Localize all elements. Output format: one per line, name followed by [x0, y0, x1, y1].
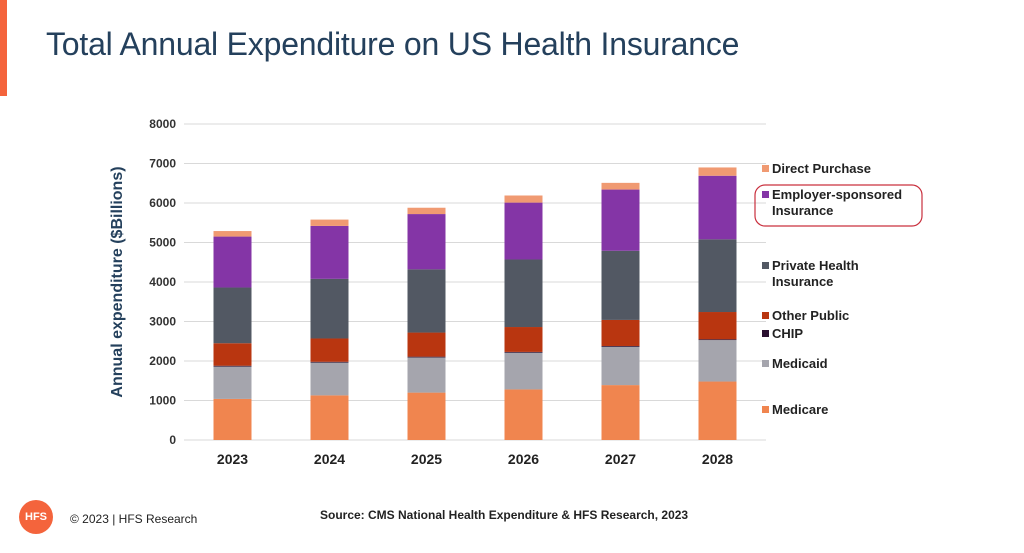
legend-swatch: [762, 360, 769, 367]
y-tick-label: 8000: [149, 117, 176, 131]
y-tick-label: 1000: [149, 394, 176, 408]
legend-label: Direct Purchase: [772, 161, 871, 176]
bar-segment-chip-2028: [698, 339, 737, 341]
bar-segment-private-health-insurance-2028: [698, 239, 737, 313]
bar-segment-private-health-insurance-2027: [601, 250, 640, 320]
legend-label: Medicaid: [772, 356, 828, 371]
y-tick-label: 0: [169, 433, 176, 447]
y-tick-label: 2000: [149, 354, 176, 368]
bar-segment-medicare-2024: [310, 395, 349, 440]
y-tick-label: 4000: [149, 275, 176, 289]
bar-segment-medicare-2023: [213, 398, 252, 440]
legend-label: Private Health: [772, 258, 859, 273]
legend-label: Insurance: [772, 274, 833, 289]
bar-segment-chip-2024: [310, 361, 349, 363]
legend-label: CHIP: [772, 326, 803, 341]
bar-segment-employer-sponsored-insurance-2023: [213, 236, 252, 288]
bar-segment-direct-purchase-2026: [504, 195, 543, 203]
bar-segment-employer-sponsored-insurance-2028: [698, 175, 737, 240]
bar-segment-employer-sponsored-insurance-2027: [601, 189, 640, 251]
bar-segment-medicaid-2027: [601, 346, 640, 386]
x-tick-label: 2027: [605, 451, 636, 467]
y-tick-label: 7000: [149, 157, 176, 171]
x-tick-label: 2028: [702, 451, 733, 467]
bar-segment-employer-sponsored-insurance-2026: [504, 202, 543, 260]
stacked-bar-chart: 0 1000 2000 3000 4000 5000 6000 7000 8000 Annual …: [109, 117, 923, 467]
bar-segment-medicare-2025: [407, 392, 446, 440]
y-axis-title: Annual expenditure ($Billions): [109, 166, 126, 397]
bar-segment-medicaid-2023: [213, 366, 252, 399]
bar-segment-direct-purchase-2027: [601, 182, 640, 190]
bar-segment-direct-purchase-2024: [310, 219, 349, 226]
bar-segment-private-health-insurance-2024: [310, 278, 349, 339]
y-tick-label: 6000: [149, 196, 176, 210]
bar-segment-medicare-2027: [601, 385, 640, 440]
bar-segment-medicaid-2026: [504, 352, 543, 390]
legend-label: Other Public: [772, 308, 849, 323]
legend-label: Employer-sponsored: [772, 187, 902, 202]
bar-segment-other-public-2027: [601, 319, 640, 346]
bar-segment-chip-2023: [213, 365, 252, 367]
bar-segment-other-public-2024: [310, 338, 349, 362]
bar-segment-direct-purchase-2023: [213, 231, 252, 237]
legend-swatch: [762, 312, 769, 319]
bar-segment-medicaid-2025: [407, 357, 446, 393]
legend-swatch: [762, 191, 769, 198]
hfs-logo: HFS: [19, 500, 53, 534]
bar-segment-other-public-2025: [407, 332, 446, 357]
legend-swatch: [762, 406, 769, 413]
bar-segment-chip-2027: [601, 345, 640, 347]
bar-segment-private-health-insurance-2025: [407, 269, 446, 333]
bar-segment-chip-2025: [407, 356, 446, 358]
legend-label: Insurance: [772, 203, 833, 218]
bar-segment-chip-2026: [504, 351, 543, 353]
legend-highlight-outline: [754, 184, 923, 227]
x-tick-label: 2025: [411, 451, 442, 467]
bar-segment-other-public-2023: [213, 343, 252, 366]
slide-title: Total Annual Expenditure on US Health In…: [46, 26, 740, 62]
bar-segment-private-health-insurance-2026: [504, 259, 543, 328]
bar-segment-direct-purchase-2028: [698, 167, 737, 176]
legend-swatch: [762, 165, 769, 172]
copyright-text: © 2023 | HFS Research: [70, 512, 198, 526]
legend-swatch: [762, 330, 769, 337]
bar-segment-medicare-2028: [698, 381, 737, 440]
bar-segment-medicaid-2024: [310, 362, 349, 396]
y-tick-label: 3000: [149, 315, 176, 329]
legend-label: Medicare: [772, 402, 828, 417]
legend-swatch: [762, 262, 769, 269]
source-note: Source: CMS National Health Expenditure …: [320, 508, 689, 522]
bar-segment-direct-purchase-2025: [407, 207, 446, 215]
bar-segment-employer-sponsored-insurance-2024: [310, 225, 349, 279]
bar-segment-medicaid-2028: [698, 340, 737, 382]
bar-segment-employer-sponsored-insurance-2025: [407, 214, 446, 270]
x-tick-label: 2026: [508, 451, 539, 467]
bar-segment-other-public-2028: [698, 312, 737, 340]
bar-segment-private-health-insurance-2023: [213, 287, 252, 344]
bar-segment-medicare-2026: [504, 389, 543, 440]
y-tick-label: 5000: [149, 236, 176, 250]
accent-bar: [0, 0, 7, 96]
x-tick-label: 2024: [314, 451, 345, 467]
bar-segment-other-public-2026: [504, 327, 543, 352]
x-tick-label: 2023: [217, 451, 248, 467]
